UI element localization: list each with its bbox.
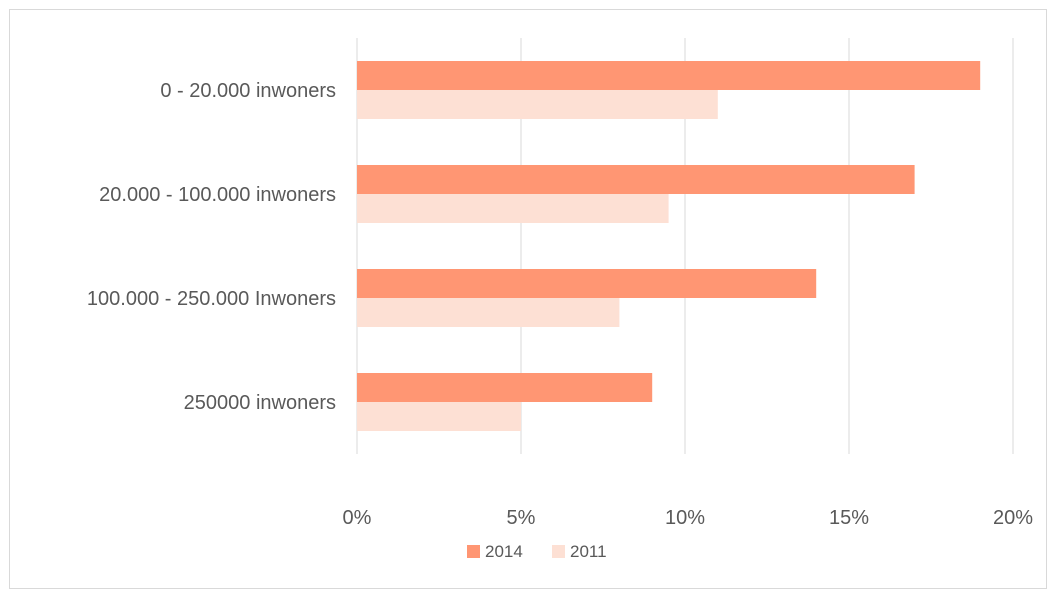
bar-2014-0 [357,61,981,90]
legend-swatch-2011 [552,545,565,558]
x-tick-labels: 0% 5% 10% 15% 20% [343,507,1034,529]
category-label: 0 - 20.000 inwoners [160,80,336,102]
bars [357,61,981,431]
x-tick-label: 10% [665,507,705,529]
x-tick-label: 20% [993,507,1033,529]
category-labels: 0 - 20.000 inwoners 20.000 - 100.000 inwo… [87,80,336,414]
legend: 2014 2011 [467,542,607,561]
category-label: 250000 inwoners [184,392,336,414]
category-label: 20.000 - 100.000 inwoners [99,184,336,206]
x-tick-label: 5% [507,507,536,529]
legend-label-2011: 2011 [570,542,607,561]
legend-swatch-2014 [467,545,480,558]
bar-2011-0 [357,90,718,119]
category-label: 100.000 - 250.000 Inwoners [87,288,336,310]
bar-2011-1 [357,194,669,223]
x-tick-label: 15% [829,507,869,529]
bar-2014-3 [357,373,653,402]
x-tick-label: 0% [343,507,372,529]
bar-2014-1 [357,165,915,194]
bar-2011-2 [357,298,620,327]
legend-label-2014: 2014 [485,542,523,561]
bar-2014-2 [357,269,817,298]
bar-2011-3 [357,402,521,431]
